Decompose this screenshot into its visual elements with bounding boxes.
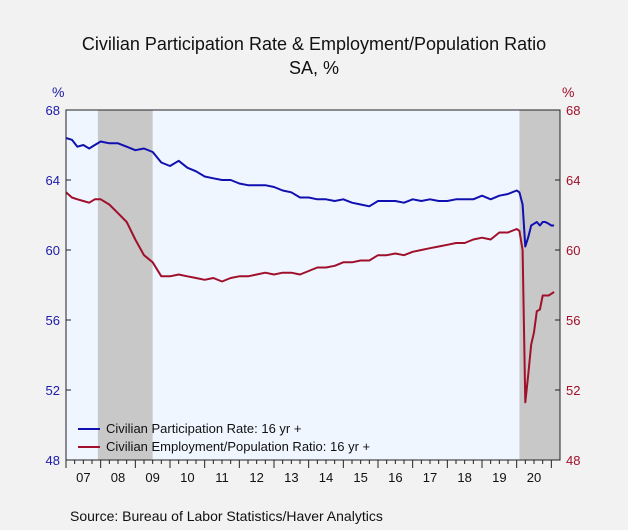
right-tick-label: 64 <box>566 173 580 188</box>
right-tick-label: 56 <box>566 313 580 328</box>
left-tick-label: 60 <box>46 243 60 258</box>
x-tick-label: 10 <box>180 470 194 485</box>
right-tick-label: 52 <box>566 383 580 398</box>
x-tick-label: 14 <box>319 470 333 485</box>
plot-border <box>65 109 561 461</box>
right-tick-label: 48 <box>566 453 580 468</box>
x-tick-label: 15 <box>353 470 367 485</box>
recession-band-0 <box>97 110 153 460</box>
x-tick-label: 07 <box>76 470 90 485</box>
legend: Civilian Participation Rate: 16 yr + Civ… <box>78 421 370 454</box>
chart-subtitle: SA, % <box>289 58 339 78</box>
x-tick-label: 16 <box>388 470 402 485</box>
left-tick-label: 64 <box>46 173 60 188</box>
left-tick-label: 56 <box>46 313 60 328</box>
legend-label-participation: Civilian Participation Rate: 16 yr + <box>106 421 301 436</box>
x-tick-label: 19 <box>492 470 506 485</box>
x-tick-label: 18 <box>457 470 471 485</box>
left-tick-label: 68 <box>46 103 60 118</box>
legend-label-employment: Civilian Employment/Population Ratio: 16… <box>106 439 370 454</box>
right-tick-label: 60 <box>566 243 580 258</box>
employment-ratio-line <box>65 191 555 404</box>
chart-title: Civilian Participation Rate & Employment… <box>82 34 546 54</box>
x-tick-label: 13 <box>284 470 298 485</box>
recession-shading <box>97 110 560 460</box>
x-tick-label: 20 <box>527 470 541 485</box>
x-tick-label: 11 <box>215 470 229 485</box>
left-tick-label: 48 <box>46 453 60 468</box>
x-tick-label: 09 <box>145 470 159 485</box>
x-tick-label: 12 <box>249 470 263 485</box>
series-lines <box>65 137 555 404</box>
x-tick-label: 08 <box>111 470 125 485</box>
left-axis-unit: % <box>52 84 64 100</box>
left-tick-label: 52 <box>46 383 60 398</box>
x-tick-label: 17 <box>423 470 437 485</box>
plot-frame <box>65 109 561 461</box>
axis-ticks: 48 48 52 52 56 56 60 60 64 64 68 68 07 08 09 10 11 12 13 14… <box>46 103 581 485</box>
right-axis-unit: % <box>562 84 574 100</box>
right-tick-label: 68 <box>566 103 580 118</box>
source-note: Source: Bureau of Labor Statistics/Haver… <box>70 508 383 524</box>
participation-rate-line <box>65 137 555 248</box>
recession-band-1 <box>519 110 560 460</box>
